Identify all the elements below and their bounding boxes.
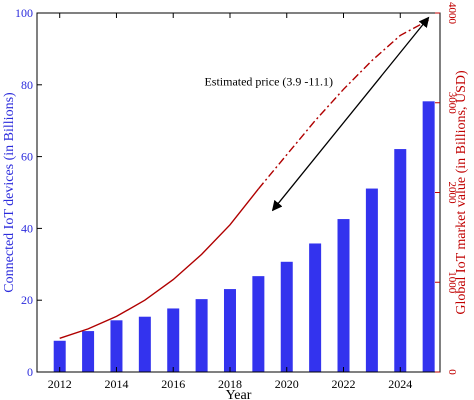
bar-2013	[82, 331, 95, 372]
x-tick-label-2018: 2018	[218, 377, 242, 391]
annotation-arrow	[271, 16, 430, 212]
market-value-line-solid	[59, 188, 259, 339]
bar-2019	[252, 276, 265, 372]
x-axis-title: Year	[226, 388, 252, 400]
plot-frame	[36, 12, 441, 373]
y-left-tick-label-100: 100	[15, 6, 33, 20]
x-tick-label-2014: 2014	[104, 377, 128, 391]
left-y-axis-title: Connected IoT devices (in Billions)	[2, 92, 17, 293]
bar-2022	[337, 219, 350, 372]
bar-2023	[365, 188, 378, 372]
bar-2014	[110, 320, 123, 372]
bar-2016	[167, 308, 180, 372]
bar-2020	[280, 261, 293, 372]
y-right-tick-label-0: 0	[446, 369, 458, 375]
bar-2017	[195, 299, 208, 372]
x-tick-label-2020: 2020	[275, 377, 299, 391]
y-left-tick-label-60: 60	[21, 150, 33, 164]
x-tick-label-2012: 2012	[48, 377, 72, 391]
annotation-text: Estimated price (3.9 -11.1)	[204, 75, 333, 89]
bar-series	[53, 101, 435, 373]
bar-2021	[309, 243, 322, 372]
y-right-tick-label-4000: 4000	[446, 2, 458, 25]
bar-2025	[422, 101, 435, 373]
y-right-tick-label-2000: 2000	[446, 182, 458, 205]
x-axis: 2012 2014 2016 2018 2020 2022 2024	[48, 13, 412, 391]
y-right-tick-label-3000: 3000	[446, 92, 458, 115]
y-left-tick-label-20: 20	[21, 293, 33, 307]
left-y-axis: 0 20 40 60 80 100	[15, 6, 42, 379]
x-tick-label-2016: 2016	[161, 377, 185, 391]
right-y-axis-title: Global IoT market value (in Billions, US…	[454, 70, 469, 315]
x-tick-label-2024: 2024	[388, 377, 412, 391]
bar-2024	[394, 149, 407, 372]
bar-2012	[53, 340, 66, 372]
y-left-tick-label-80: 80	[21, 78, 33, 92]
x-tick-label-2022: 2022	[332, 377, 356, 391]
bar-2018	[223, 289, 236, 372]
bar-2015	[138, 316, 151, 372]
right-y-axis: 0 1000 2000 3000 4000	[435, 2, 458, 375]
y-left-tick-label-0: 0	[27, 365, 33, 379]
y-left-tick-label-40: 40	[21, 221, 33, 235]
y-right-tick-label-1000: 1000	[446, 271, 458, 294]
